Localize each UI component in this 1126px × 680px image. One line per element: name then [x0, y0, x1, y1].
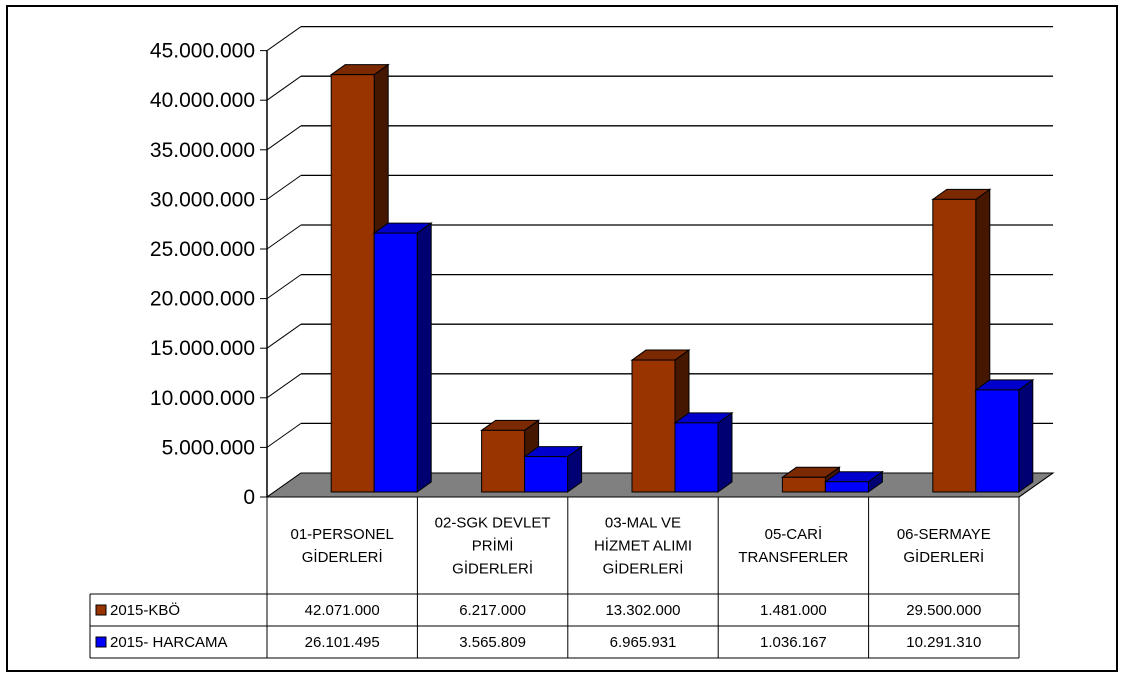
- wall-grid-diagonal: [266, 75, 302, 101]
- wall-grid-diagonal: [266, 125, 302, 151]
- data-table-cell: 1.481.000: [760, 602, 827, 619]
- legend-label: 2015- HARCAMA: [110, 634, 228, 651]
- wall-grid-diagonal: [266, 274, 302, 300]
- y-tick-label: 40.000.000: [150, 89, 255, 112]
- bar-side: [1018, 378, 1034, 493]
- bar-kbo: [781, 476, 826, 493]
- data-table-cell: 6.965.931: [610, 634, 677, 651]
- bar-harcama: [524, 456, 569, 493]
- x-category-label: TRANSFERLER: [738, 549, 848, 566]
- y-tick-label: 45.000.000: [150, 40, 255, 63]
- x-category-label: GİDERLERİ: [452, 560, 533, 578]
- data-table-cell: 42.071.000: [305, 602, 380, 619]
- x-category-label: 05-CARİ: [765, 525, 823, 543]
- x-category-label: 01-PERSONEL: [291, 526, 394, 543]
- y-tick-label: 15.000.000: [150, 337, 255, 360]
- y-tick-label: 35.000.000: [150, 139, 255, 162]
- bar-kbo: [330, 74, 375, 493]
- wall-grid-diagonal: [266, 174, 302, 200]
- bar-harcama: [975, 389, 1020, 493]
- y-tick-label: 0: [243, 486, 255, 509]
- data-table-cell: 1.036.167: [760, 634, 827, 651]
- x-category-label: GİDERLERİ: [603, 560, 684, 578]
- data-table-cell: 26.101.495: [305, 634, 380, 651]
- bar-kbo: [481, 429, 526, 493]
- bar-harcama: [373, 232, 418, 493]
- wall-grid-diagonal: [266, 323, 302, 349]
- data-table-cell: 6.217.000: [459, 602, 526, 619]
- x-category-label: GİDERLERİ: [903, 548, 984, 566]
- bar-kbo: [631, 359, 676, 493]
- x-category-label: 03-MAL VE: [605, 515, 681, 532]
- wall-grid-diagonal: [266, 422, 302, 448]
- x-category-label: PRİMİ: [472, 537, 514, 555]
- bar-harcama: [824, 481, 869, 493]
- wall-grid-diagonal: [266, 373, 302, 399]
- x-category-label: 06-SERMAYE: [897, 526, 991, 543]
- x-category-label: HİZMET ALIMI: [594, 537, 692, 555]
- y-tick-label: 5.000.000: [162, 436, 255, 459]
- wall-grid-diagonal: [266, 224, 302, 250]
- legend-label: 2015-KBÖ: [110, 601, 180, 619]
- bar-side: [416, 222, 432, 493]
- data-table-cell: 10.291.310: [906, 634, 981, 651]
- bar-kbo: [932, 198, 977, 493]
- wall-grid-diagonal: [266, 26, 302, 52]
- floor-edge: [1018, 472, 1054, 498]
- legend-swatch: [95, 604, 107, 616]
- legend-swatch: [95, 636, 107, 648]
- x-category-label: GİDERLERİ: [302, 548, 383, 566]
- y-tick-label: 10.000.000: [150, 387, 255, 410]
- y-tick-label: 25.000.000: [150, 238, 255, 261]
- bar-harcama: [674, 422, 719, 493]
- data-table-cell: 13.302.000: [605, 602, 680, 619]
- data-table-cell: 29.500.000: [906, 602, 981, 619]
- data-table-cell: 3.565.809: [459, 634, 526, 651]
- x-category-label: 02-SGK DEVLET: [435, 515, 551, 532]
- bar-side: [717, 411, 733, 493]
- y-tick-label: 20.000.000: [150, 288, 255, 311]
- y-tick-label: 30.000.000: [150, 188, 255, 211]
